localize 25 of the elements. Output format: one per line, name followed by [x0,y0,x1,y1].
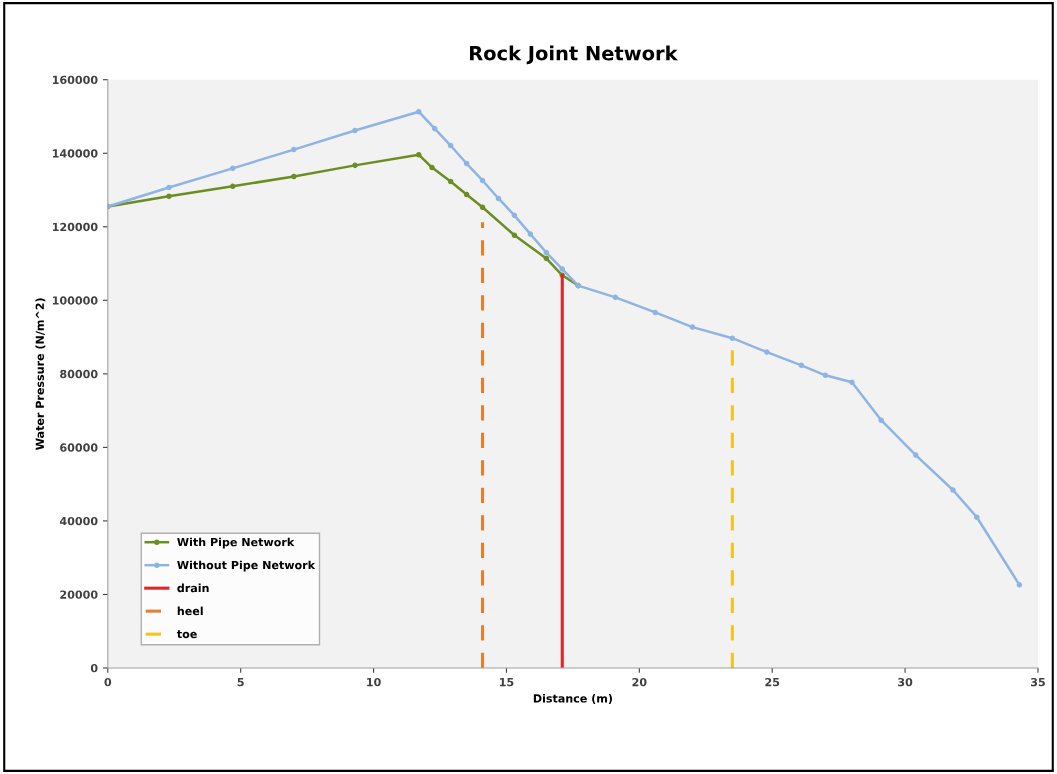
y-axis-title: Water Pressure (N/m^2) [35,298,46,450]
x-tick-label: 30 [898,677,913,687]
y-tick-label: 160000 [52,75,98,85]
x-tick-label: 25 [765,677,780,687]
legend-label: heel [177,606,203,616]
legend-label: toe [176,630,197,639]
chart-title: Rock Joint Network [470,45,678,65]
y-tick-label: 120000 [52,222,98,232]
y-tick-label: 80000 [60,369,98,379]
x-tick-label: 15 [499,678,514,687]
x-tick-label: 35 [1030,677,1045,687]
x-tick-label: 0 [104,677,112,687]
y-tick-label: 0 [90,663,98,673]
x-tick-label: 5 [237,678,244,687]
x-tick-label: 20 [632,677,647,687]
y-tick-label: 60000 [60,443,98,452]
legend-label: With Pipe Network [177,537,295,549]
y-tick-label: 100000 [52,296,98,305]
y-tick-label: 20000 [60,590,98,599]
legend-label: drain [177,583,209,593]
y-tick-label: 40000 [59,516,98,526]
y-tick-label: 140000 [52,149,98,158]
x-axis-title: Distance (m) [533,693,612,704]
x-tick-label: 10 [367,677,381,687]
legend-label: Without Pipe Network [177,560,316,572]
